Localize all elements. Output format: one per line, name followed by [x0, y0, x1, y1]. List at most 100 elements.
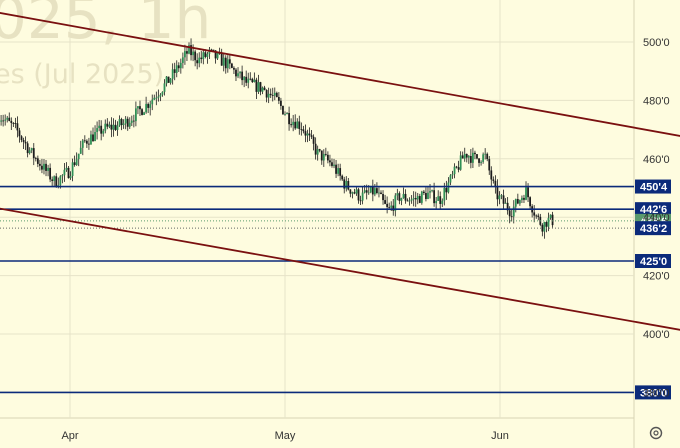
candle-body	[151, 99, 154, 105]
candle-body	[28, 150, 31, 154]
candle-body	[120, 119, 123, 126]
candle-body	[2, 120, 5, 122]
candle-body	[294, 121, 297, 129]
candle-body	[306, 133, 309, 136]
candle-body	[465, 153, 468, 158]
candle-body	[463, 153, 466, 159]
candle-body	[20, 136, 23, 140]
candle-body	[361, 192, 364, 201]
candle-body	[175, 65, 178, 73]
candle-body	[373, 188, 376, 195]
x-tick-label: Apr	[61, 430, 78, 442]
candle-body	[171, 69, 174, 79]
candle-body	[261, 87, 264, 92]
x-tick-label: May	[275, 430, 296, 442]
candle-body	[543, 222, 546, 232]
candle-body	[204, 52, 207, 57]
y-tick-label: 460'0	[643, 154, 670, 166]
candle-body	[443, 187, 446, 201]
candle-body	[73, 162, 76, 165]
candle-body	[134, 108, 137, 122]
candle-body	[32, 148, 35, 159]
candle-body	[130, 120, 133, 123]
candle-body	[104, 123, 107, 131]
candle-body	[55, 176, 58, 187]
candle-body	[318, 149, 321, 151]
candle-body	[90, 134, 92, 145]
candle-body	[277, 97, 280, 101]
candle-body	[235, 69, 237, 77]
candle-body	[386, 203, 389, 207]
level-badge	[635, 179, 671, 194]
candle-body	[132, 120, 135, 122]
candle-body	[169, 78, 172, 83]
candle-body	[435, 200, 438, 204]
candle-body	[206, 53, 209, 57]
candle-body	[290, 124, 293, 126]
candle-body	[492, 179, 495, 181]
settings-button[interactable]	[649, 426, 663, 440]
candle-body	[472, 152, 474, 163]
candle-body	[251, 78, 254, 83]
candle-body	[447, 182, 450, 193]
candle-body	[159, 94, 162, 97]
candle-body	[161, 91, 164, 95]
candle-body	[416, 196, 419, 200]
gear-icon[interactable]	[649, 426, 663, 440]
candle-body	[0, 120, 2, 122]
candle-body	[453, 166, 456, 175]
candle-body	[371, 186, 374, 195]
candle-body	[79, 147, 82, 154]
candle-body	[494, 180, 497, 187]
candle-body	[114, 124, 117, 130]
candle-body	[237, 73, 239, 77]
candle-body	[245, 76, 248, 83]
candle-body	[220, 53, 223, 66]
candle-body	[508, 210, 511, 217]
candle-body	[418, 196, 421, 203]
candle-body	[147, 103, 150, 108]
candle-body	[408, 200, 411, 202]
candle-body	[363, 190, 366, 193]
gear-icon-hub	[653, 430, 659, 436]
candle-body	[545, 222, 548, 227]
candle-body	[173, 69, 176, 73]
candle-body	[498, 195, 501, 200]
candle-body	[280, 100, 282, 106]
candle-body	[369, 186, 372, 193]
candle-body	[253, 79, 256, 83]
candle-body	[263, 87, 266, 90]
candle-body	[412, 198, 415, 200]
candle-body	[30, 148, 33, 151]
candle-body	[547, 217, 550, 227]
candle-body	[551, 214, 554, 226]
candle-body	[304, 131, 307, 136]
candle-body	[6, 117, 9, 120]
candle-body	[100, 125, 103, 134]
candle-body	[88, 143, 90, 145]
candle-body	[324, 153, 327, 155]
candle-body	[537, 215, 540, 217]
candle-body	[314, 143, 317, 155]
watermark-subtitle: es (Jul 2025)	[0, 59, 164, 90]
candle-body	[382, 194, 384, 201]
candle-body	[410, 199, 413, 201]
candle-body	[414, 198, 417, 200]
candle-body	[292, 121, 295, 126]
candle-body	[482, 154, 485, 162]
candle-body	[398, 193, 401, 201]
level-badge-label: 442'6	[640, 204, 667, 216]
candle-body	[302, 129, 305, 132]
candle-body	[67, 167, 70, 179]
candle-body	[177, 65, 180, 69]
candle-body	[24, 141, 27, 144]
candle-body	[47, 167, 49, 171]
candle-body	[122, 123, 125, 126]
candle-body	[92, 134, 94, 141]
candle-body	[331, 162, 333, 166]
candle-body	[39, 163, 41, 166]
candle-body	[523, 197, 525, 200]
dotted-level-badge-label: 436'2	[640, 223, 667, 235]
candle-body	[353, 192, 356, 194]
trend-lines	[0, 12, 680, 331]
